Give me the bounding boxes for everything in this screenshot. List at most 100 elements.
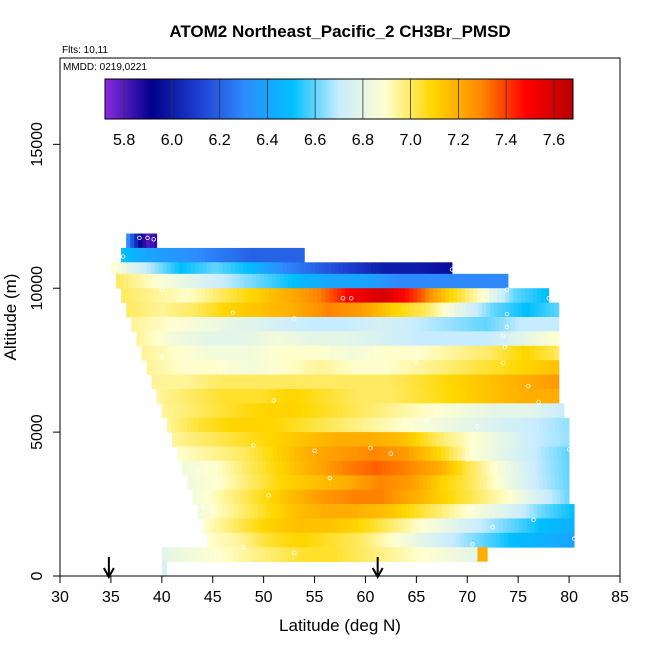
heatmap-cell <box>331 475 336 491</box>
heatmap-cell <box>557 403 563 419</box>
heatmap-cell <box>152 273 157 289</box>
heatmap-cell <box>556 432 561 447</box>
heatmap-cell <box>527 475 532 491</box>
heatmap-cell <box>265 345 270 361</box>
heatmap-cell <box>443 317 448 332</box>
heatmap-cell <box>154 302 159 318</box>
heatmap-cell <box>473 403 479 419</box>
heatmap-cell <box>433 446 438 462</box>
heatmap-cell <box>393 547 399 563</box>
heatmap-cell <box>212 273 217 289</box>
heatmap-cell <box>297 403 303 419</box>
heatmap-cell <box>274 460 279 476</box>
heatmap-cell <box>301 403 307 419</box>
heatmap-cell <box>164 388 170 404</box>
heatmap-cell <box>512 489 517 505</box>
heatmap-cell <box>260 273 265 289</box>
heatmap-cell <box>318 460 323 476</box>
sample-point <box>312 448 317 454</box>
heatmap-cell <box>217 547 223 563</box>
heatmap-cell <box>317 504 322 519</box>
heatmap-cell <box>330 262 336 275</box>
heatmap-cell <box>247 317 252 332</box>
heatmap-cell <box>423 475 428 491</box>
heatmap-cell <box>312 331 317 347</box>
heatmap-cell <box>567 475 570 491</box>
heatmap-cell <box>430 262 436 275</box>
heatmap-cell <box>369 446 374 462</box>
heatmap-cell <box>315 317 320 332</box>
heatmap-cell <box>401 547 407 563</box>
heatmap-cell <box>336 489 341 505</box>
heatmap-cell <box>396 489 401 505</box>
heatmap-cell <box>457 403 463 419</box>
heatmap-cell <box>311 475 316 491</box>
heatmap-cell <box>478 460 483 476</box>
heatmap-cell <box>232 388 238 404</box>
heatmap-cell <box>261 288 266 304</box>
x-axis: 30 35 40 45 50 55 60 65 70 75 80 85 <box>51 576 629 606</box>
heatmap-cell <box>311 532 317 548</box>
heatmap-cell <box>149 345 154 361</box>
heatmap-cell <box>209 345 214 361</box>
heatmap-cell <box>335 317 340 332</box>
heatmap-cell <box>520 489 525 505</box>
heatmap-cell <box>201 247 206 263</box>
heatmap-cell <box>514 417 520 433</box>
heatmap-cell <box>411 532 417 548</box>
heatmap-cell <box>246 262 252 275</box>
heatmap-cell <box>413 504 418 519</box>
heatmap-cell <box>192 273 197 289</box>
heatmap-cell <box>298 360 303 375</box>
heatmap-cell <box>354 460 359 476</box>
heatmap-cell <box>356 388 362 404</box>
heatmap-cell <box>223 374 229 390</box>
plot-frame <box>59 57 621 577</box>
heatmap-cell <box>438 518 443 534</box>
heatmap-cell <box>329 547 335 563</box>
heatmap-cell <box>376 489 381 505</box>
heatmap-cell <box>543 374 549 390</box>
heatmap-cell <box>516 388 522 404</box>
heatmap-cell <box>280 432 285 447</box>
heatmap-cell <box>349 504 354 519</box>
heatmap-cell <box>255 317 260 332</box>
heatmap-cell <box>496 273 501 289</box>
heatmap-cell <box>386 460 391 476</box>
heatmap-cell <box>263 532 269 548</box>
heatmap-cell <box>561 446 566 462</box>
heatmap-cell <box>357 345 362 361</box>
heatmap-cell <box>370 262 376 275</box>
sample-point <box>349 296 354 301</box>
heatmap-cell <box>400 432 405 447</box>
heatmap-cell <box>458 360 463 375</box>
heatmap-cell <box>328 331 333 347</box>
heatmap-cell <box>430 417 436 433</box>
heatmap-cell <box>453 504 458 519</box>
heatmap-cell <box>377 547 383 563</box>
heatmap-cell <box>397 504 402 519</box>
heatmap-cell <box>138 262 144 275</box>
heatmap-cell <box>358 460 363 476</box>
heatmap-cell <box>561 403 565 419</box>
heatmap-cell <box>479 374 485 390</box>
heatmap-cell <box>373 403 379 419</box>
heatmap-cell <box>409 446 414 462</box>
heatmap-cell <box>513 288 518 304</box>
heatmap-cell <box>321 345 326 361</box>
heatmap-cell <box>346 262 352 275</box>
heatmap-cell <box>478 417 484 433</box>
heatmap-cell <box>323 317 328 332</box>
heatmap-cell <box>379 317 384 332</box>
heatmap-cell <box>419 532 425 548</box>
heatmap-cell <box>529 504 534 519</box>
heatmap-cell <box>453 547 459 563</box>
heatmap-cell <box>392 273 397 289</box>
heatmap-cell <box>453 446 458 462</box>
heatmap-cell <box>496 489 501 505</box>
heatmap-cell <box>465 345 470 361</box>
heatmap-cell <box>236 273 241 289</box>
heatmap-cell <box>165 345 170 361</box>
heatmap-cell <box>513 345 518 361</box>
heatmap-cell <box>313 288 318 304</box>
